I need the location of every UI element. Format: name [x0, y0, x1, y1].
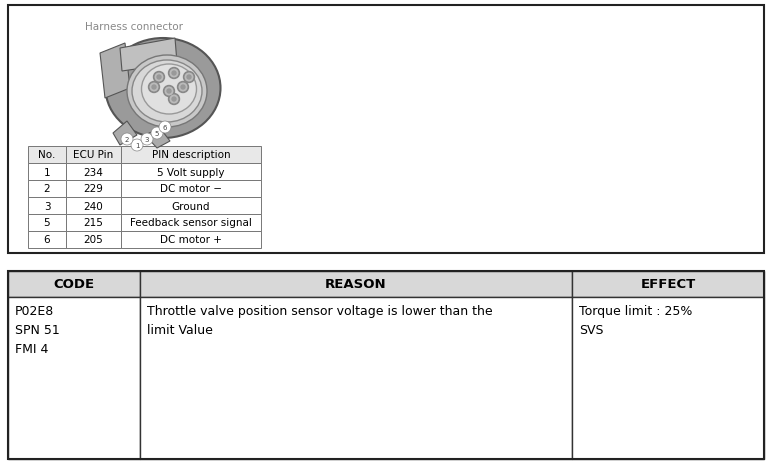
Bar	[66, 198, 121, 214]
Bar	[66, 181, 121, 198]
Text: 234: 234	[83, 167, 103, 177]
Bar	[28, 232, 66, 249]
Circle shape	[168, 69, 180, 79]
Bar	[8, 271, 764, 459]
Bar	[28, 163, 66, 181]
Bar	[121, 147, 261, 163]
Bar	[140, 297, 572, 459]
Circle shape	[151, 128, 163, 140]
Circle shape	[164, 86, 174, 97]
Text: P02E8
SPN 51
FMI 4: P02E8 SPN 51 FMI 4	[15, 304, 59, 355]
Bar	[121, 198, 261, 214]
Bar	[66, 214, 121, 232]
Circle shape	[151, 84, 157, 92]
Circle shape	[157, 76, 161, 80]
Text: 5: 5	[44, 218, 50, 228]
Circle shape	[185, 74, 193, 81]
Ellipse shape	[127, 56, 207, 128]
Bar	[66, 163, 121, 181]
Bar	[28, 147, 66, 163]
Circle shape	[154, 72, 164, 83]
Circle shape	[159, 122, 171, 134]
Ellipse shape	[141, 65, 197, 115]
Text: REASON: REASON	[325, 278, 387, 291]
Text: DC motor −: DC motor −	[160, 184, 222, 194]
Bar	[28, 198, 66, 214]
Polygon shape	[100, 44, 130, 99]
Circle shape	[148, 82, 160, 94]
Text: Feedback sensor signal: Feedback sensor signal	[130, 218, 252, 228]
Polygon shape	[120, 39, 177, 72]
Circle shape	[141, 134, 153, 146]
Text: CODE: CODE	[53, 278, 94, 291]
Text: 3: 3	[145, 137, 149, 143]
Circle shape	[172, 98, 176, 102]
Text: 3: 3	[44, 201, 50, 211]
Text: No.: No.	[39, 150, 56, 160]
Bar	[121, 214, 261, 232]
Bar	[66, 147, 121, 163]
Text: 229: 229	[83, 184, 103, 194]
Polygon shape	[113, 122, 137, 146]
Text: 5: 5	[155, 131, 159, 137]
Bar	[66, 232, 121, 249]
Circle shape	[170, 70, 178, 78]
Circle shape	[178, 82, 188, 94]
Circle shape	[131, 140, 143, 152]
Text: PIN description: PIN description	[151, 150, 230, 160]
Bar	[8, 6, 764, 253]
Bar	[572, 271, 764, 297]
Bar	[121, 232, 261, 249]
Ellipse shape	[106, 39, 221, 139]
Circle shape	[170, 96, 178, 104]
Circle shape	[179, 84, 187, 92]
Text: EFFECT: EFFECT	[641, 278, 696, 291]
Bar	[121, 181, 261, 198]
Text: 205: 205	[83, 235, 103, 245]
Circle shape	[167, 90, 171, 94]
Circle shape	[184, 72, 195, 83]
Bar	[121, 163, 261, 181]
Circle shape	[181, 86, 185, 90]
Circle shape	[165, 88, 173, 95]
Text: 2: 2	[44, 184, 50, 194]
Text: Ground: Ground	[171, 201, 210, 211]
Bar	[28, 214, 66, 232]
Bar	[28, 181, 66, 198]
Text: Torque limit : 25%
SVS: Torque limit : 25% SVS	[579, 304, 692, 336]
Text: 1: 1	[135, 143, 139, 149]
Bar	[8, 297, 140, 459]
Ellipse shape	[132, 61, 202, 123]
Text: Throttle valve position sensor voltage is lower than the
limit Value: Throttle valve position sensor voltage i…	[147, 304, 493, 336]
Text: 240: 240	[83, 201, 103, 211]
Bar	[8, 271, 140, 297]
Text: 6: 6	[163, 125, 168, 131]
Polygon shape	[145, 129, 170, 149]
Circle shape	[172, 72, 176, 76]
Text: 5 Volt supply: 5 Volt supply	[157, 167, 225, 177]
Circle shape	[168, 94, 180, 105]
Bar	[572, 297, 764, 459]
Bar	[140, 271, 572, 297]
Text: Harness connector: Harness connector	[85, 22, 183, 32]
Text: ECU Pin: ECU Pin	[73, 150, 113, 160]
Text: 2: 2	[125, 137, 129, 143]
Text: DC motor +: DC motor +	[160, 235, 222, 245]
Text: 6: 6	[44, 235, 50, 245]
Circle shape	[187, 76, 191, 80]
Text: 1: 1	[44, 167, 50, 177]
Text: 215: 215	[83, 218, 103, 228]
Circle shape	[155, 74, 163, 81]
Circle shape	[152, 86, 156, 90]
Circle shape	[121, 134, 133, 146]
